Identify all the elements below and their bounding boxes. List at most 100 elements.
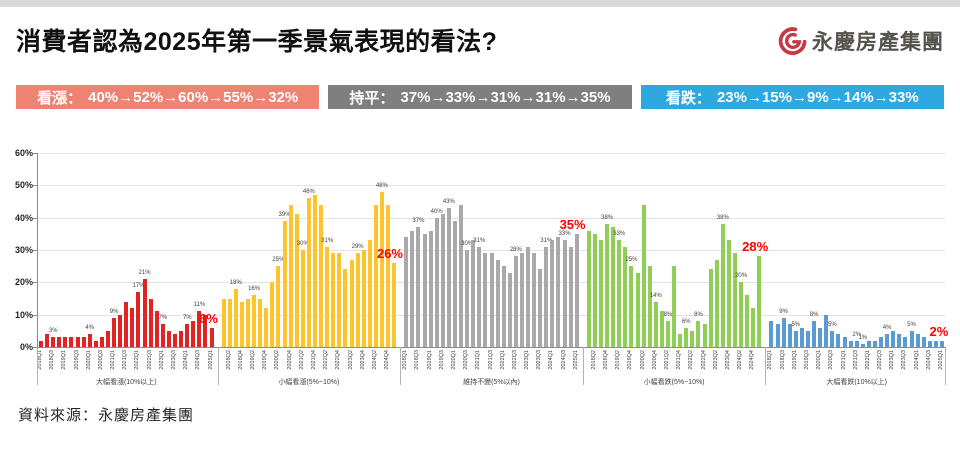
bar — [933, 340, 938, 347]
group-boundary-line — [217, 347, 219, 385]
y-axis-line — [37, 153, 38, 347]
bar — [203, 314, 208, 347]
bar — [160, 324, 165, 347]
group-boundary-line — [37, 347, 38, 385]
bar-highlight-label: 2% — [929, 323, 949, 339]
bar — [611, 227, 616, 347]
x-axis-tick-label: 2023Q1 — [889, 350, 896, 370]
bar — [872, 340, 877, 347]
x-axis-tick-label: 2022Q2 — [323, 350, 330, 370]
x-axis-tick-label: 2021Q3 — [122, 350, 129, 370]
bar-value-label: 38% — [716, 215, 729, 222]
bar — [349, 259, 354, 347]
x-axis-tick-label: 2019Q1 — [791, 350, 798, 370]
x-axis-tick-label: 2020Q1 — [816, 350, 823, 370]
bar-value-label: 46% — [302, 189, 315, 196]
bar — [647, 266, 652, 347]
bar — [416, 227, 421, 347]
bar — [99, 337, 104, 347]
bar — [294, 214, 299, 347]
bar — [690, 330, 695, 347]
x-axis-tick-label: 2023Q4 — [724, 350, 731, 370]
flat-band-values: 37%→33%→31%→31%→35% — [400, 88, 611, 106]
bar — [166, 330, 171, 347]
bar — [927, 340, 932, 347]
x-axis-tick-label: 2020Q2 — [274, 350, 281, 370]
y-axis-label: 0% — [19, 342, 33, 352]
x-axis-tick-label: 2019Q3 — [438, 350, 445, 370]
x-axis-tick-label: 2018Q4 — [603, 350, 610, 370]
bullish-band: 看漲： 40%→52%→60%→55%→32% — [16, 85, 320, 109]
bar — [258, 298, 263, 347]
x-axis-tick-label: 2019Q1 — [426, 350, 433, 370]
bar — [605, 224, 610, 347]
bar — [739, 282, 744, 347]
bar — [75, 337, 80, 347]
bar — [526, 246, 531, 347]
bar — [635, 272, 640, 347]
bar — [519, 253, 524, 347]
group-name-label: 大幅看跌(10%以上) — [826, 379, 888, 386]
page-title: 消費者認為2025年第一季景氣表現的看法? — [16, 28, 498, 56]
bar — [915, 334, 920, 347]
bar — [818, 327, 823, 347]
bar — [130, 308, 135, 347]
flat-band: 持平： 37%→33%→31%→31%→35% — [328, 85, 632, 109]
bar-value-label: 29% — [351, 244, 364, 251]
bar — [422, 233, 427, 347]
bar — [787, 324, 792, 347]
bar — [355, 253, 360, 347]
y-axis-tick — [33, 250, 37, 251]
bar — [63, 337, 68, 347]
bar — [562, 240, 567, 347]
bar — [745, 295, 750, 347]
bar — [909, 330, 914, 347]
flat-band-label: 持平： — [349, 89, 395, 107]
group-boundary-line — [400, 347, 402, 385]
bar — [428, 230, 433, 347]
x-axis-tick-label: 2019Q1 — [61, 350, 68, 370]
bar-value-label: 40% — [430, 208, 443, 215]
y-axis-tick — [33, 314, 37, 316]
bar — [319, 204, 324, 347]
x-axis-tick-label: 2020Q1 — [450, 350, 457, 370]
bar — [921, 337, 926, 347]
bearish-band-label: 看跌： — [665, 89, 711, 107]
y-axis-tick — [33, 282, 37, 284]
y-axis-tick — [33, 217, 37, 219]
bar — [81, 337, 86, 347]
group-name-label: 小幅看漲(5%~10%) — [278, 379, 340, 386]
x-axis-tick-label: 2018Q4 — [237, 350, 244, 370]
bar-value-label: 8% — [809, 312, 819, 319]
bar — [592, 233, 597, 347]
y-axis-label: 10% — [14, 309, 33, 320]
x-axis-tick-label: 2021Q2 — [298, 350, 305, 370]
y-axis-label: 50% — [14, 180, 33, 191]
logo-text: 永慶房產集團 — [812, 31, 944, 54]
bar — [799, 327, 804, 347]
bar-value-label: 1% — [858, 334, 868, 341]
bar-value-label: 31% — [540, 237, 553, 244]
bar — [720, 224, 725, 347]
bar — [39, 340, 44, 347]
x-axis-tick-label: 2023Q1 — [524, 350, 531, 370]
x-axis-tick-label: 2021Q1 — [475, 350, 482, 370]
bar-value-label: 31% — [321, 237, 334, 244]
bar — [885, 334, 890, 347]
x-axis-tick-label: 2019Q2 — [250, 350, 257, 370]
bar-value-label: 33% — [613, 231, 626, 238]
bar — [830, 330, 835, 347]
x-axis-tick-label: 2020Q1 — [85, 350, 92, 370]
bar — [702, 324, 707, 347]
bar — [179, 330, 184, 347]
bar — [459, 204, 464, 347]
bar — [568, 246, 573, 347]
x-axis-tick-label: 2024Q4 — [749, 350, 756, 370]
x-axis-tick-label: 2021Q3 — [487, 350, 494, 370]
bar — [659, 311, 664, 347]
bar-highlight-label: 28% — [742, 239, 769, 255]
bar — [239, 301, 244, 347]
bar-value-label: 7% — [158, 315, 168, 322]
x-axis-tick-label: 2020Q3 — [97, 350, 104, 370]
